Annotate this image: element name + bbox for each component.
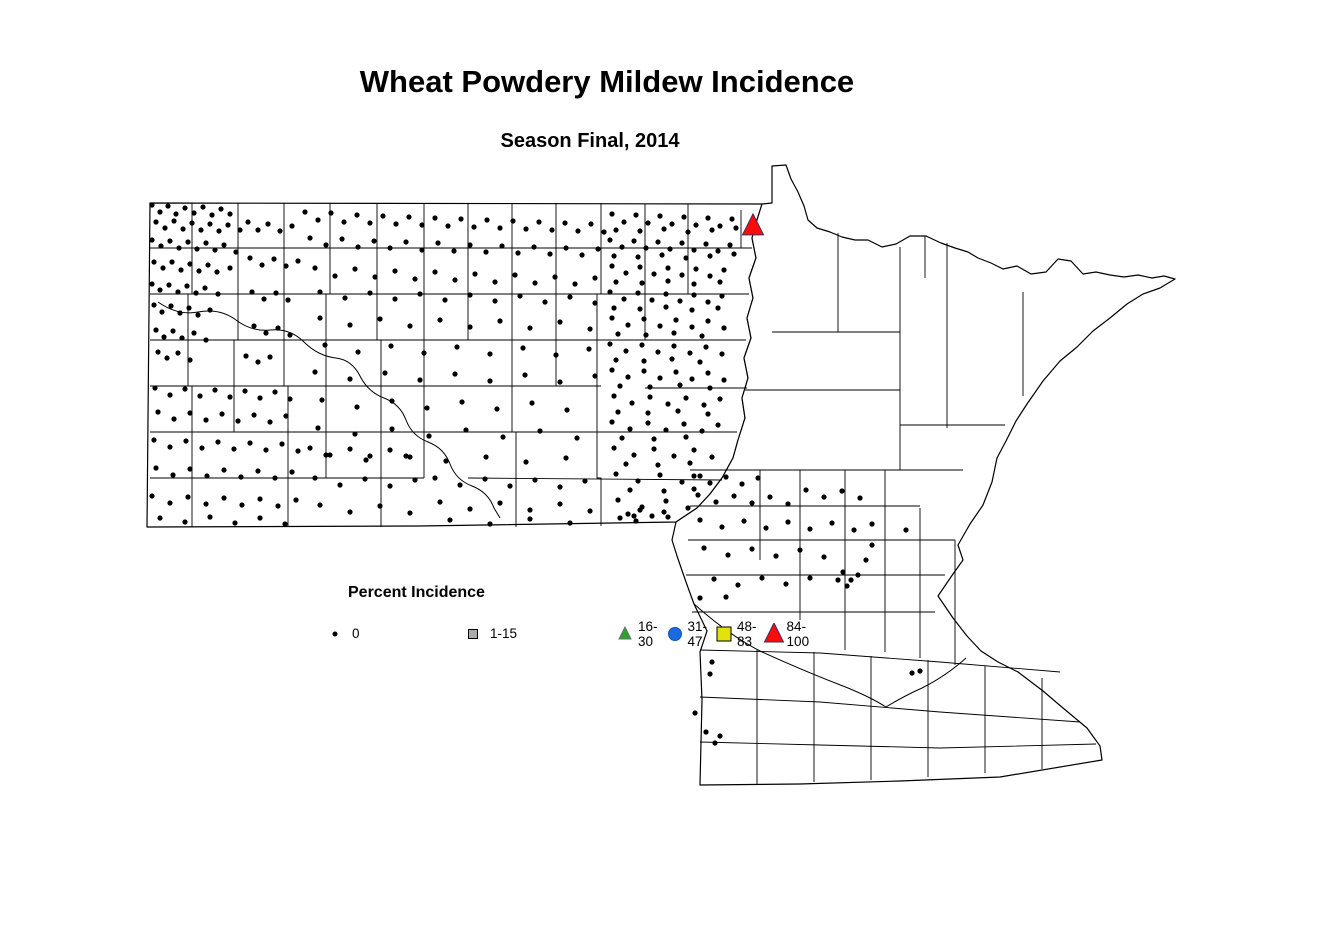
legend-symbol-gray-square-icon bbox=[460, 623, 490, 645]
legend-item-2: 16-30 bbox=[612, 619, 662, 649]
missouri-river bbox=[157, 301, 501, 519]
legend-label: 0 bbox=[352, 626, 360, 641]
legend-item-5: 84-100 bbox=[761, 619, 814, 649]
legend-item-3: 31-47 bbox=[662, 619, 712, 649]
legend-symbol-dot-icon bbox=[322, 623, 352, 645]
legend-label: 1-15 bbox=[490, 626, 518, 641]
legend-label: 16-30 bbox=[638, 618, 658, 649]
incidence-markers-layer bbox=[741, 212, 765, 236]
page-title: Wheat Powdery Mildew Incidence bbox=[359, 64, 855, 99]
legend-label: 48-83 bbox=[737, 618, 757, 649]
legend: Percent Incidence 0 1-15 16-30 31-47 48-… bbox=[322, 584, 809, 649]
minnesota-river bbox=[693, 603, 967, 708]
legend-title: Percent Incidence bbox=[348, 584, 485, 601]
legend-item-4: 48-83 bbox=[711, 619, 761, 649]
state-boundaries bbox=[146, 164, 1176, 786]
legend-label: 84-100 bbox=[786, 618, 810, 649]
county-boundaries bbox=[150, 203, 1097, 784]
legend-symbol-green-triangle-icon bbox=[612, 623, 638, 645]
minnesota-outline bbox=[671, 164, 1176, 786]
page-subtitle: Season Final, 2014 bbox=[500, 130, 680, 152]
legend-item-1: 1-15 bbox=[460, 623, 612, 645]
incidence-dots-layer bbox=[149, 202, 923, 746]
legend-symbol-yellow-square-icon bbox=[711, 623, 737, 645]
legend-symbol-red-triangle-icon bbox=[761, 622, 787, 645]
legend-symbol-blue-circle-icon bbox=[662, 623, 688, 645]
legend-grid: 0 1-15 16-30 31-47 48-83 84-100 bbox=[322, 618, 809, 649]
legend-item-0: 0 bbox=[322, 623, 460, 645]
legend-label: 31-47 bbox=[687, 618, 708, 649]
